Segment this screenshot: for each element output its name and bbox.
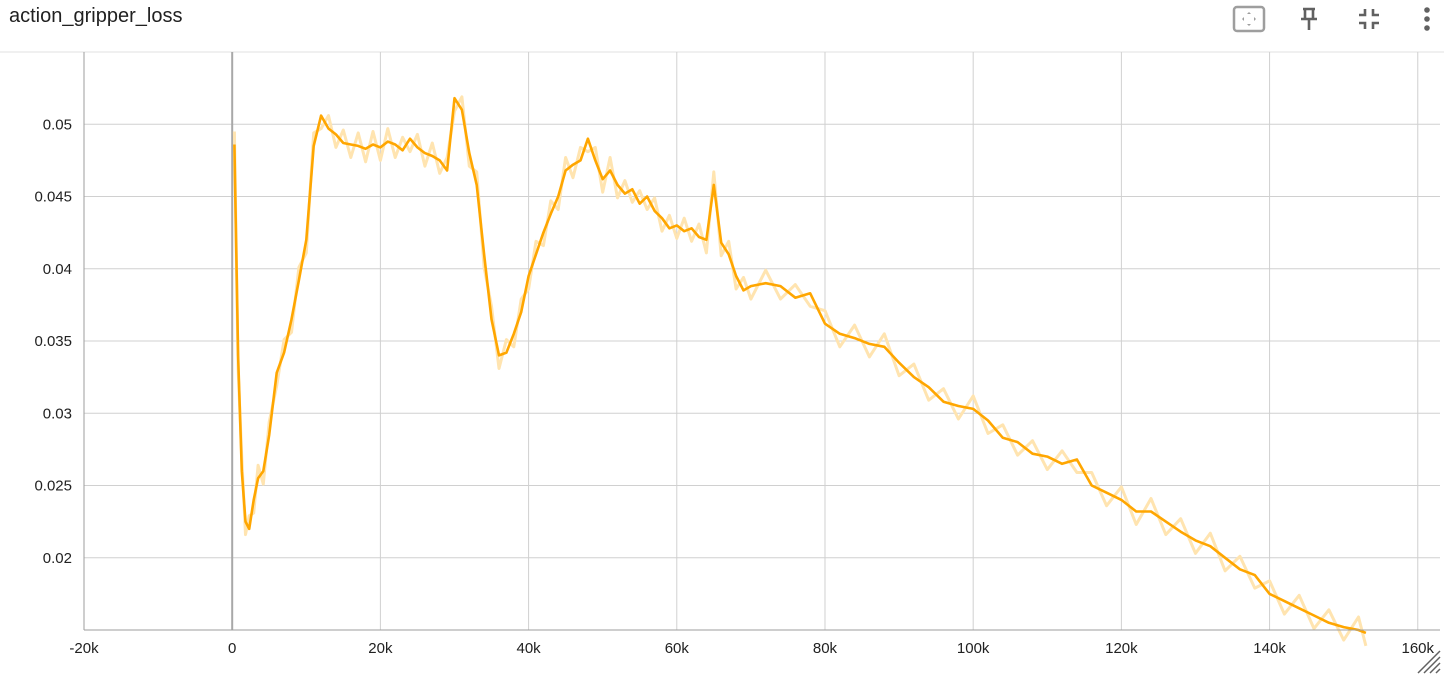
series-line [233,96,1367,635]
x-tick-label: 0 [228,640,236,657]
y-tick-label: 0.02 [43,550,72,567]
x-tick-label: 100k [957,640,990,657]
x-tick-label: 120k [1105,640,1138,657]
x-tick-label: 20k [368,640,393,657]
x-tick-label: 80k [813,640,838,657]
card-title: action_gripper_loss [9,5,183,27]
smoothed-series [233,96,1367,635]
pin-button[interactable] [1292,4,1326,34]
x-axis-ticks: -20k 0 20k 40k 60k 80k 100k 120k 140k 160k [69,640,1434,657]
grid-lines [83,52,1440,630]
y-tick-label: 0.04 [43,261,72,278]
y-tick-label: 0.025 [34,478,72,495]
more-options-button[interactable] [1410,4,1444,34]
y-axis-ticks: 0.02 0.025 0.03 0.035 0.04 0.045 0.05 [34,116,72,567]
resize-handle[interactable] [1417,650,1441,674]
x-tick-label: 40k [516,640,541,657]
pin-icon [1301,7,1317,30]
axes [83,52,1440,631]
raw-series-line [232,95,1368,647]
collapse-button[interactable] [1352,4,1386,34]
y-tick-label: 0.05 [43,116,72,133]
raw-series [232,95,1368,647]
y-tick-label: 0.035 [34,333,72,350]
fit-domain-icon [1232,5,1266,33]
y-tick-label: 0.03 [43,405,72,422]
resize-icon [1417,650,1441,674]
fit-domain-button[interactable] [1232,4,1266,34]
x-tick-label: 140k [1253,640,1286,657]
y-tick-label: 0.045 [34,189,72,206]
x-tick-label: -20k [69,640,99,657]
x-tick-label: 60k [665,640,690,657]
more-vert-icon [1424,7,1430,31]
collapse-icon [1359,9,1379,29]
x-tick-label: 160k [1402,640,1435,657]
